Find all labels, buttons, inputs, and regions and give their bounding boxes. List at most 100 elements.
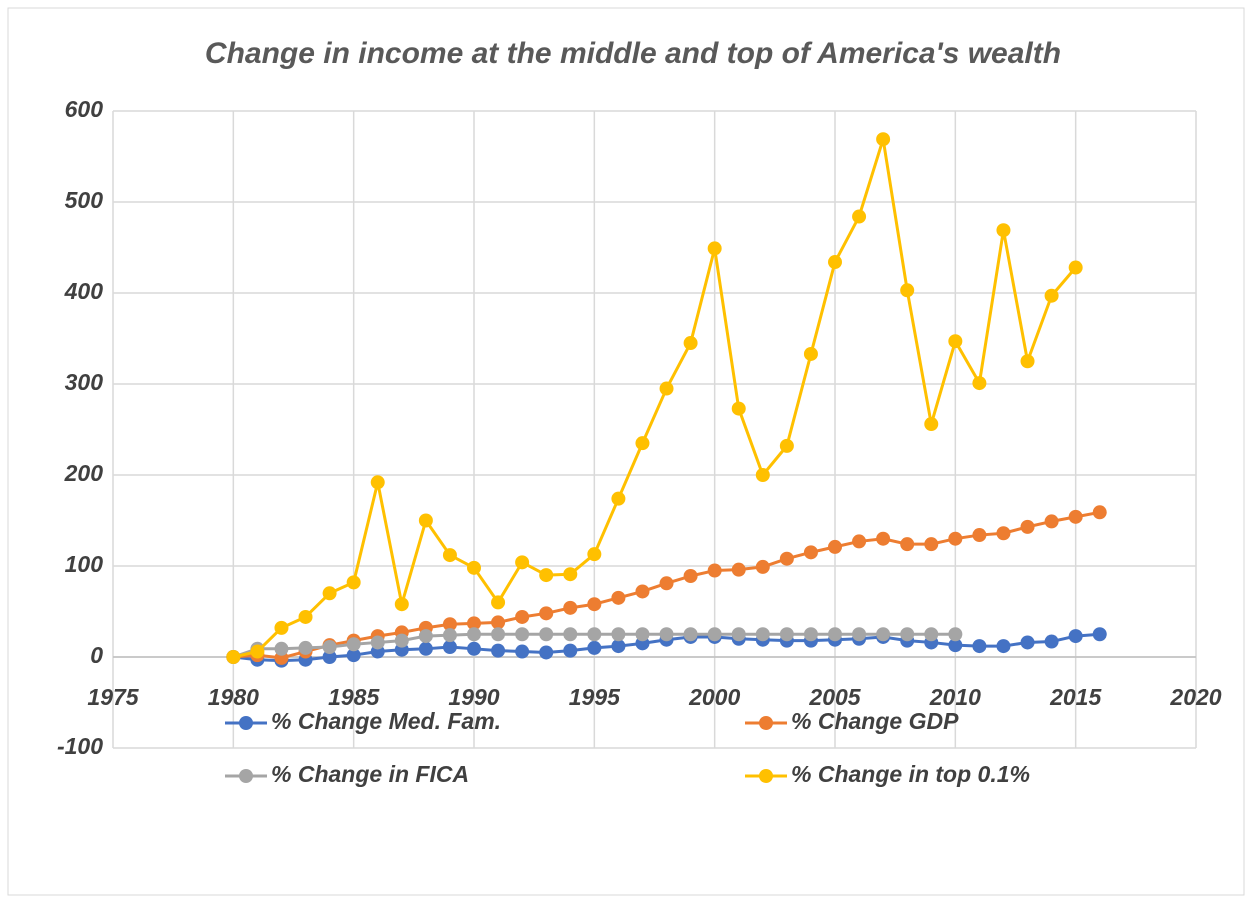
data-point [924, 627, 939, 642]
data-point [563, 567, 578, 582]
data-point [442, 628, 457, 643]
data-point [683, 569, 698, 584]
data-point [346, 637, 361, 652]
data-point [539, 645, 554, 660]
legend-label: % Change in top 0.1% [791, 761, 1030, 787]
data-point [731, 401, 746, 416]
data-point [491, 615, 506, 630]
data-point [755, 627, 770, 642]
data-point [515, 555, 530, 570]
data-point [900, 283, 915, 298]
data-point [418, 641, 433, 656]
data-point [948, 638, 963, 653]
data-point [876, 132, 891, 147]
data-point [1092, 627, 1107, 642]
data-point [659, 627, 674, 642]
legend-marker [759, 716, 773, 730]
data-point [491, 643, 506, 658]
data-point [996, 526, 1011, 541]
data-point [1068, 629, 1083, 644]
data-point [755, 559, 770, 574]
x-tick-label: 2005 [808, 684, 861, 710]
data-point [226, 650, 241, 664]
data-point [1068, 260, 1083, 275]
data-point [1020, 354, 1035, 369]
y-tick-label: 0 [90, 642, 103, 668]
data-point [298, 640, 313, 655]
x-tick-label: 2000 [688, 684, 740, 710]
y-tick-label: 500 [65, 187, 104, 213]
data-point [828, 627, 842, 642]
data-point [346, 648, 361, 663]
data-point [803, 627, 818, 642]
data-point [587, 640, 602, 655]
data-point [1020, 519, 1035, 534]
data-point [394, 597, 409, 612]
data-point [659, 576, 674, 591]
chart-title: Change in income at the middle and top o… [205, 37, 1061, 70]
y-tick-label: 300 [65, 369, 104, 395]
data-point [442, 639, 457, 654]
data-point [250, 644, 265, 659]
data-point [852, 209, 867, 224]
data-point [924, 417, 939, 432]
data-point [322, 650, 337, 664]
data-point [972, 528, 987, 543]
data-point [948, 627, 963, 642]
data-point [587, 627, 602, 642]
data-point [876, 531, 891, 546]
data-point [467, 616, 481, 631]
data-point [948, 531, 963, 546]
y-tick-label: 200 [64, 460, 104, 486]
x-tick-label: 2010 [929, 684, 981, 710]
data-point [972, 639, 987, 654]
y-tick-label: 600 [65, 96, 104, 122]
data-point [779, 627, 794, 642]
legend-marker [759, 769, 773, 783]
data-point [828, 255, 842, 270]
data-point [1020, 635, 1035, 650]
data-point [467, 641, 481, 656]
data-point [611, 639, 626, 654]
data-point [274, 641, 289, 656]
data-point [394, 633, 409, 648]
data-point [852, 627, 867, 642]
data-point [418, 629, 433, 644]
data-point [635, 584, 650, 599]
data-point [442, 617, 457, 632]
data-point [587, 547, 602, 562]
x-tick-label: 2020 [1169, 684, 1221, 710]
legend-label: % Change in FICA [271, 761, 469, 787]
data-point [563, 643, 578, 658]
data-point [515, 627, 530, 642]
data-point [346, 575, 361, 590]
data-point [996, 223, 1011, 238]
legend-marker [239, 769, 253, 783]
x-tick-label: 1995 [569, 684, 621, 710]
chart-border [7, 7, 1245, 896]
data-point [467, 627, 481, 642]
data-point [274, 620, 289, 635]
x-tick-label: 1990 [448, 684, 499, 710]
y-tick-label: 400 [64, 278, 104, 304]
data-point [1044, 514, 1059, 529]
data-point [731, 627, 746, 642]
data-point [707, 241, 722, 256]
data-point [587, 597, 602, 612]
data-point [755, 468, 770, 482]
data-point [900, 627, 915, 642]
data-point [515, 609, 530, 624]
data-point [803, 545, 818, 560]
data-point [442, 548, 457, 563]
data-point [948, 334, 963, 349]
data-point [876, 627, 891, 642]
data-point [515, 644, 530, 659]
data-point [491, 595, 506, 610]
data-point [539, 568, 554, 583]
data-point [779, 551, 794, 566]
data-point [707, 563, 722, 578]
series-line [233, 137, 1077, 659]
data-point [611, 491, 626, 506]
data-point [322, 586, 337, 601]
data-point [491, 627, 506, 642]
